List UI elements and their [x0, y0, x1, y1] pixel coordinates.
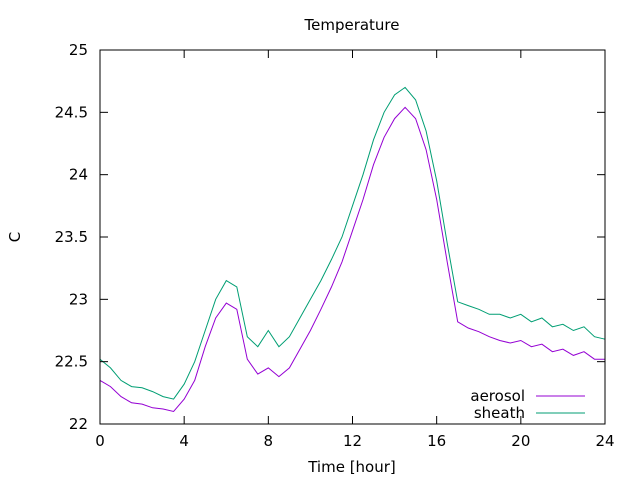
y-tick-label: 24	[69, 166, 88, 184]
x-tick-label: 16	[427, 432, 446, 450]
series-line-sheath	[99, 86, 606, 400]
x-axis-label: Time [hour]	[307, 458, 396, 476]
y-tick-label: 22	[69, 415, 88, 433]
y-tick-label: 22.5	[55, 353, 88, 371]
legend-label-aerosol: aerosol	[470, 387, 525, 405]
plot-frame	[99, 49, 606, 425]
chart-title: Temperature	[303, 16, 399, 34]
x-tick-label: 24	[595, 432, 614, 450]
series-line-aerosol	[99, 106, 605, 413]
x-tick-label: 20	[511, 432, 530, 450]
legend-label-sheath: sheath	[474, 404, 525, 422]
x-tick-label: 4	[179, 432, 189, 450]
x-tick-label: 12	[343, 432, 362, 450]
x-tick-label: 8	[264, 432, 274, 450]
y-tick-label: 23.5	[55, 228, 88, 246]
x-tick-label: 0	[95, 432, 105, 450]
y-tick-label: 23	[69, 290, 88, 308]
y-tick-label: 24.5	[55, 103, 88, 121]
y-tick-label: 25	[69, 41, 88, 59]
y-axis-label: C	[6, 232, 24, 242]
